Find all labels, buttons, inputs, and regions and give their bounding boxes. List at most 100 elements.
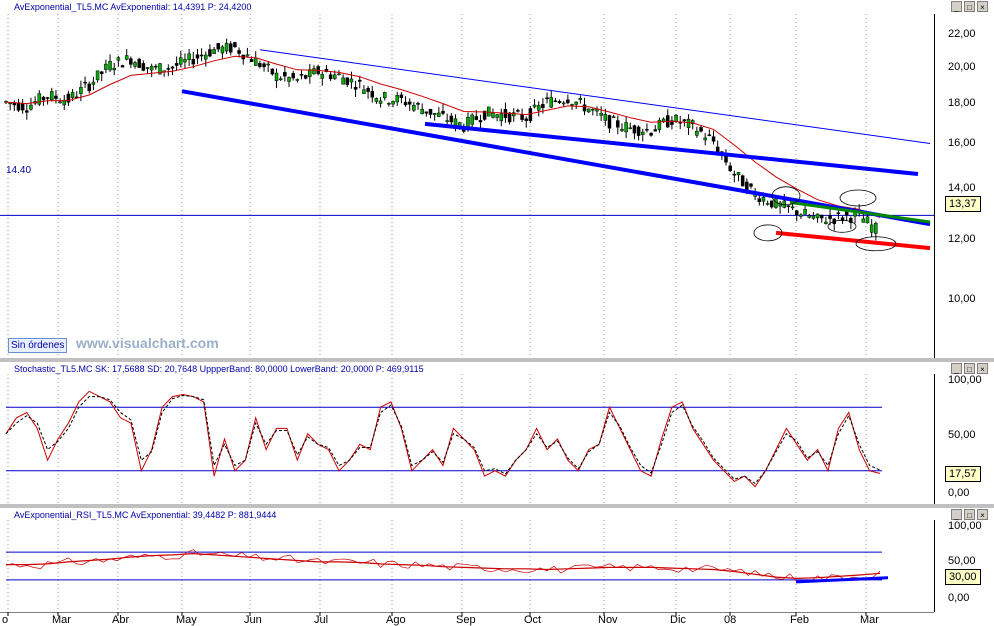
x-axis-label: Mar [52, 614, 71, 626]
rsi-line [5, 549, 881, 583]
candle-body [861, 218, 866, 223]
maximize-icon[interactable]: □ [964, 1, 975, 12]
close-icon[interactable]: × [977, 363, 988, 374]
x-axis-label: May [176, 614, 197, 626]
candle-body [129, 58, 133, 65]
maximize-icon[interactable]: □ [964, 363, 975, 374]
annotation-ellipse [771, 186, 801, 206]
candle-body [137, 58, 141, 68]
candle-body [179, 57, 183, 65]
candle-body [341, 77, 345, 85]
close-icon[interactable]: × [977, 509, 988, 520]
candle-body [761, 197, 766, 202]
candle-body [120, 65, 125, 68]
candle-body [299, 74, 304, 76]
candle-body [220, 46, 225, 54]
candle-body [233, 42, 237, 47]
candle-body [628, 127, 633, 130]
candle-body [574, 101, 578, 105]
close-icon[interactable]: × [977, 1, 988, 12]
candle-body [795, 210, 799, 215]
candle-body [391, 101, 395, 105]
candle-body [324, 68, 329, 73]
candle-body [133, 62, 137, 67]
x-axis-label: Jun [244, 614, 262, 626]
minimize-icon[interactable]: _ [951, 1, 962, 12]
candle-body [512, 112, 516, 117]
candle-body [54, 95, 58, 99]
candle-body [91, 81, 96, 85]
candle-body [29, 104, 33, 110]
candle-body [99, 71, 104, 74]
candle-body [337, 73, 341, 76]
candle-body [204, 54, 208, 60]
stochastic-panel-title: Stochastic_TL5.MC SK: 17,5688 SD: 20,764… [14, 364, 424, 374]
candle-body [445, 120, 449, 122]
candle-body [45, 97, 50, 99]
candle-body [703, 137, 707, 141]
candle-body [578, 98, 583, 101]
candle-body [79, 87, 83, 95]
x-axis-label: Jul [314, 614, 329, 626]
candle-body [274, 72, 279, 81]
candle-body [41, 96, 46, 101]
candle-body [333, 74, 337, 79]
candle-body [149, 66, 154, 71]
rsi-ytick: 100,00 [948, 520, 982, 532]
candle-body [108, 60, 112, 71]
secondary-trend-line [424, 121, 919, 177]
x-axis-label: Dic [670, 614, 686, 626]
candle-body [366, 87, 370, 92]
candle-body [387, 103, 391, 105]
rsi-last-box: 30,00 [945, 569, 981, 585]
candle-body [603, 113, 608, 121]
candle-body [412, 104, 416, 111]
candle-body [836, 212, 841, 214]
candle-body [765, 203, 770, 205]
candle-body [844, 211, 849, 216]
rsi-panel: AvExponential_RSI_TL5.MC AvExponential: … [0, 508, 994, 612]
rsi-yaxis-border [934, 520, 935, 612]
price-chart [0, 14, 934, 358]
x-axis-label: o [2, 614, 9, 626]
candle-body [561, 102, 566, 105]
candle-body [599, 112, 603, 116]
candle-body [116, 57, 121, 61]
stochastic-sk-line [5, 390, 881, 488]
maximize-icon[interactable]: □ [964, 509, 975, 520]
orders-button[interactable]: Sin órdenes [8, 338, 68, 353]
candle-body [869, 224, 874, 233]
price-panel-title: AvExponential_TL5.MC AvExponential: 14,4… [14, 2, 252, 12]
candle-body [20, 103, 25, 111]
candle-body [553, 100, 558, 103]
candle-body [378, 100, 383, 104]
price-ytick: 16,00 [948, 137, 976, 149]
panel-separator [0, 358, 994, 362]
price-ytick: 12,00 [948, 233, 976, 245]
candle-body [545, 97, 549, 100]
candle-body [632, 125, 637, 134]
candle-body [174, 63, 179, 66]
candle-body [874, 223, 878, 234]
candle-body [37, 93, 42, 105]
candle-body [736, 172, 741, 176]
candle-body [216, 43, 221, 50]
candle-body [807, 215, 811, 218]
minimize-icon[interactable]: _ [951, 509, 962, 520]
stochastic-last-box: 17,57 [945, 466, 981, 482]
minimize-icon[interactable]: _ [951, 363, 962, 374]
candle-body [611, 116, 616, 118]
candle-body [25, 110, 29, 113]
candle-body [541, 104, 545, 109]
candle-body [528, 108, 533, 122]
candle-body [353, 87, 358, 90]
candle-body [645, 129, 649, 131]
candle-body [8, 102, 12, 105]
candle-body [803, 209, 807, 215]
candle-body [245, 54, 250, 57]
candle-body [620, 129, 624, 132]
support-line [775, 230, 931, 251]
candle-body [166, 68, 171, 70]
candle-body [253, 57, 258, 66]
candle-body [262, 63, 266, 68]
